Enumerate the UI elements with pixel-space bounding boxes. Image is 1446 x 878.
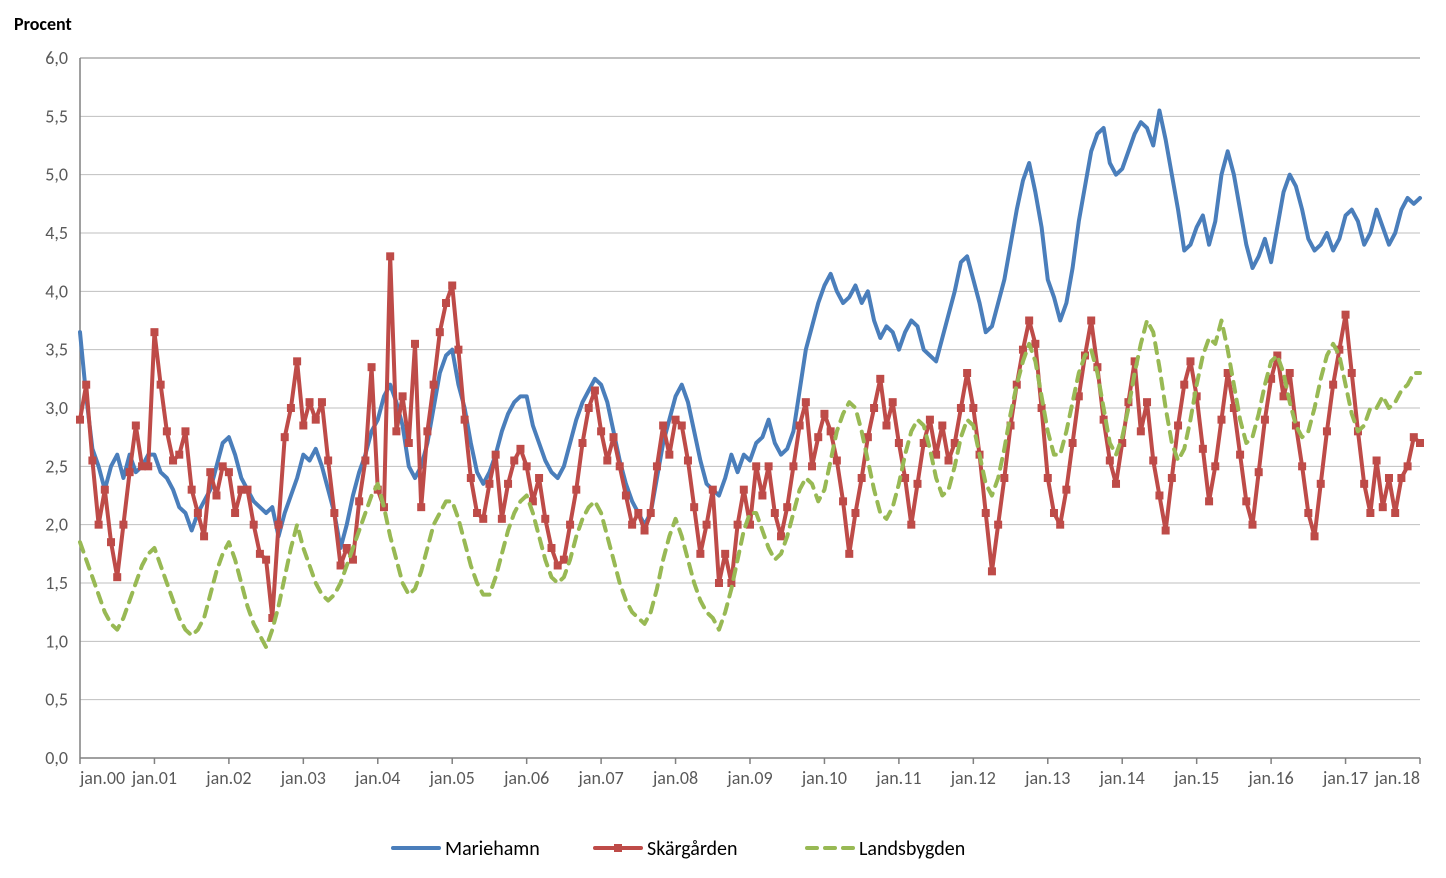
svg-text:jan.17: jan.17 (1322, 767, 1368, 789)
line-chart: 0,0 0,5 1,0 1,5 2,0 2,5 3,0 3,5 4,0 4,5 5,0 5,5 6,0 j… (0, 0, 1446, 878)
svg-text:3,5: 3,5 (45, 339, 68, 361)
svg-text:jan.12: jan.12 (950, 767, 996, 789)
svg-text:jan.06: jan.06 (503, 767, 549, 789)
svg-text:Procent: Procent (14, 13, 72, 35)
svg-text:jan.10: jan.10 (801, 767, 847, 789)
svg-text:jan.14: jan.14 (1099, 767, 1145, 789)
chart-svg: 0,0 0,5 1,0 1,5 2,0 2,5 3,0 3,5 4,0 4,5 5,0 5,5 6,0 j… (0, 0, 1446, 878)
svg-text:jan.02: jan.02 (205, 767, 251, 789)
svg-text:2,5: 2,5 (45, 455, 68, 477)
svg-text:jan.08: jan.08 (652, 767, 698, 789)
svg-text:jan.05: jan.05 (429, 767, 475, 789)
svg-text:5,0: 5,0 (45, 164, 68, 186)
svg-text:4,0: 4,0 (45, 280, 68, 302)
svg-text:jan.04: jan.04 (354, 767, 400, 789)
svg-text:jan.18: jan.18 (1374, 767, 1420, 789)
svg-text:Landsbygden: Landsbygden (859, 837, 965, 861)
svg-text:0,0: 0,0 (45, 747, 68, 769)
svg-text:4,5: 4,5 (45, 222, 68, 244)
svg-text:Mariehamn: Mariehamn (445, 837, 540, 861)
svg-text:1,0: 1,0 (45, 630, 68, 652)
svg-text:jan.09: jan.09 (726, 767, 772, 789)
svg-text:jan.07: jan.07 (578, 767, 624, 789)
svg-text:jan.03: jan.03 (280, 767, 326, 789)
svg-text:jan.11: jan.11 (875, 767, 921, 789)
svg-text:jan.13: jan.13 (1024, 767, 1070, 789)
svg-text:5,5: 5,5 (45, 105, 68, 127)
svg-text:Skärgården: Skärgården (647, 837, 738, 861)
svg-text:jan.15: jan.15 (1173, 767, 1219, 789)
svg-text:0,5: 0,5 (45, 689, 68, 711)
svg-text:jan.16: jan.16 (1248, 767, 1294, 789)
svg-text:3,0: 3,0 (45, 397, 68, 419)
svg-text:6,0: 6,0 (45, 47, 68, 69)
svg-text:jan.01: jan.01 (131, 767, 177, 789)
svg-text:jan.00: jan.00 (79, 767, 125, 789)
svg-text:2,0: 2,0 (45, 514, 68, 536)
svg-text:1,5: 1,5 (45, 572, 68, 594)
